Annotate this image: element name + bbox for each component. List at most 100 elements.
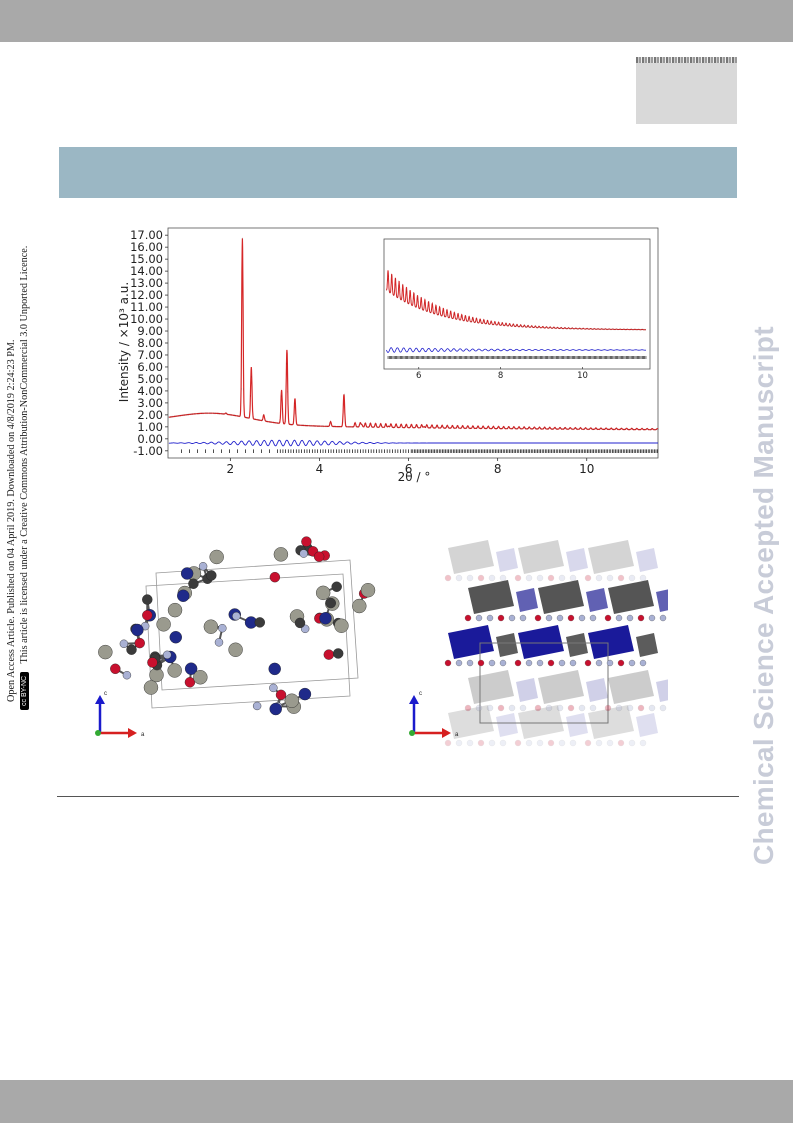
atom: [486, 614, 494, 622]
c-axis-label: c: [104, 691, 107, 697]
atom: [188, 578, 199, 589]
atom: [589, 704, 597, 712]
inset-x-ticks: 6 8 10: [416, 367, 588, 381]
polyhedron: [516, 588, 538, 612]
atom: [143, 680, 159, 695]
atom: [567, 614, 575, 622]
atom: [604, 614, 612, 622]
polyhedron: [566, 633, 588, 657]
accepted-manuscript-watermark: Chemical Science Accepted Manuscript: [748, 326, 779, 865]
polyhedron: [636, 713, 658, 737]
atom: [332, 648, 344, 659]
header-band: [59, 147, 737, 198]
polyhedron: [608, 580, 654, 614]
atom: [486, 704, 494, 712]
a-axis-label-right: a: [455, 732, 459, 738]
inset-calculated-line: [386, 270, 646, 331]
atom: [142, 594, 153, 605]
atom: [325, 597, 336, 609]
polyhedron: [496, 548, 518, 572]
x-tick-label: 6: [405, 462, 413, 476]
inset-x-tick-label: 8: [498, 371, 503, 381]
atom: [315, 585, 331, 601]
atom: [525, 574, 533, 582]
polyhedron: [496, 713, 518, 737]
polyhedron: [518, 625, 564, 659]
c-axis-arrowhead: [95, 695, 105, 704]
cc-license-badge[interactable]: cc BY-NC: [20, 671, 30, 710]
b-axis-dot: [95, 730, 101, 736]
atom: [167, 663, 182, 678]
atom: [639, 739, 647, 747]
atom: [134, 637, 145, 649]
unit-cell-right: [479, 642, 609, 724]
atom: [177, 589, 190, 602]
atom: [477, 574, 485, 582]
atom: [514, 739, 522, 747]
atom: [558, 574, 566, 582]
inset-plot: 6 8 10: [383, 238, 651, 381]
b-axis-dot-right: [409, 730, 415, 736]
atom: [584, 574, 592, 582]
atom: [323, 649, 335, 660]
polyhedron: [496, 633, 518, 657]
atom: [525, 659, 533, 667]
polyhedron: [448, 540, 494, 574]
x-tick-label: 8: [494, 462, 502, 476]
atom: [228, 642, 243, 657]
atom: [584, 659, 592, 667]
atom: [444, 739, 452, 747]
inset-reflection-ticks: [387, 356, 647, 359]
c-axis-arrowhead-right: [409, 695, 419, 704]
atom: [584, 739, 592, 747]
polyhedron: [636, 633, 658, 657]
atom: [558, 659, 566, 667]
y-tick-label: 13.00: [130, 276, 163, 290]
atom: [659, 704, 667, 712]
atom: [659, 614, 667, 622]
polyhedron: [566, 713, 588, 737]
atom: [180, 567, 194, 580]
atom: [475, 704, 483, 712]
inset-x-tick-label: 6: [416, 371, 421, 381]
atom: [131, 623, 144, 637]
atom: [184, 662, 198, 675]
atom: [514, 574, 522, 582]
atom: [122, 671, 132, 680]
atom: [556, 704, 564, 712]
atom: [464, 614, 472, 622]
polyhedron: [588, 625, 634, 659]
atom: [269, 571, 281, 583]
polyhedron: [518, 705, 564, 739]
atom: [615, 704, 623, 712]
polyhedron: [588, 540, 634, 574]
y-tick-label: 2.00: [137, 408, 163, 422]
atom: [169, 631, 182, 644]
polyhedron: [468, 580, 514, 614]
y-axis-label: Intensity / ×10³ a.u.: [118, 282, 131, 402]
atom: [477, 659, 485, 667]
polyhedron: [468, 670, 514, 704]
atom: [156, 617, 171, 632]
atom: [589, 614, 597, 622]
atom: [569, 739, 577, 747]
polyhedron: [566, 548, 588, 572]
inset-x-tick-label: 10: [577, 371, 588, 381]
structure-left: c a: [95, 536, 376, 738]
atom: [648, 704, 656, 712]
atom: [545, 614, 553, 622]
atom: [595, 739, 603, 747]
atom: [617, 574, 625, 582]
atom: [534, 614, 542, 622]
atom: [126, 644, 137, 655]
atom: [639, 574, 647, 582]
atom: [142, 610, 153, 621]
atom: [475, 614, 483, 622]
difference-line: [168, 439, 658, 447]
license-line-2-text[interactable]: This article is licensed under a Creativ…: [19, 245, 30, 664]
atom: [301, 536, 312, 547]
y-tick-label: -1.00: [133, 444, 163, 458]
atom: [319, 612, 332, 625]
atom: [466, 739, 474, 747]
atom: [499, 574, 507, 582]
